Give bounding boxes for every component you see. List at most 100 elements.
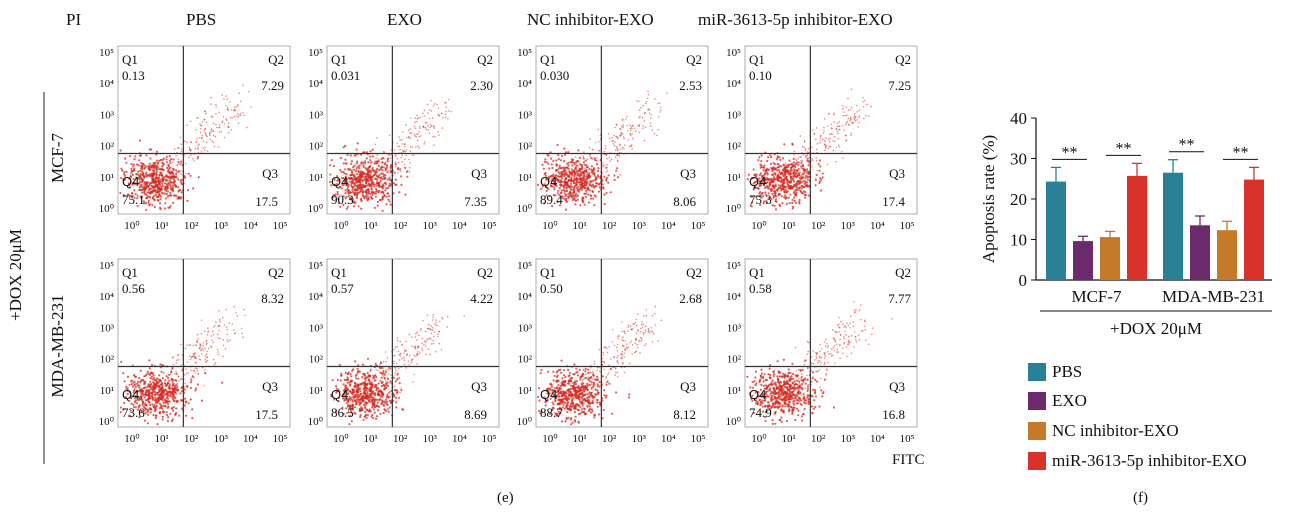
flow-dot [814,184,817,187]
flow-dot [226,328,229,331]
flow-dot [573,410,577,414]
flow-dot [567,416,570,419]
flow-dot [645,314,648,317]
flow-dot [437,335,439,338]
flow-dot [197,144,199,147]
flow-dot [214,362,217,364]
flow-dot [330,184,333,187]
flow-dot [597,167,600,170]
flow-dot [239,114,242,117]
flow-dot [566,181,569,184]
flow-dot [387,198,390,201]
flow-dot [187,402,190,405]
flow-dot [339,156,343,160]
flow-dot [647,93,650,96]
flow-dot [153,376,156,379]
flow-dot [423,115,426,117]
flow-dot [153,173,156,176]
flow-dot [358,164,361,167]
flow-dot [162,157,165,160]
flow-dot [141,390,144,393]
flow-dot [642,104,644,107]
flow-dot [407,169,409,172]
flow-dot [384,410,388,413]
flow-dot [567,175,571,178]
flow-dot [635,130,637,132]
flow-dot [590,185,594,188]
flow-dot [862,96,864,99]
flow-dot [581,389,584,392]
flow-dot [352,368,355,371]
flow-dot [818,169,821,172]
flow-dot [368,185,371,188]
flow-dot [206,356,209,359]
flow-dot [785,202,789,205]
flow-dot [384,167,387,169]
flow-dot [193,160,195,162]
flow-dot [395,396,398,399]
flow-dot [547,180,550,183]
flow-dot [569,423,573,426]
flow-dot [552,159,555,162]
flow-y-tick-label: 10² [309,141,324,153]
flow-dot [448,98,450,101]
flow-dot [372,396,375,400]
flow-dot [397,350,400,353]
flow-dot [438,330,440,333]
flow-dot [364,181,367,185]
flow-dot [558,187,561,190]
flow-dot [171,380,174,383]
flow-dot [574,394,577,397]
flow-dot [621,339,624,341]
flow-dot [571,198,574,202]
flow-dot [164,197,167,200]
flow-dot [180,364,182,366]
flow-dot [241,332,243,335]
flow-dot [432,319,434,321]
flow-dot [200,125,203,127]
flow-dot [631,344,634,346]
column-title-pbs: PBS [186,10,217,29]
flow-dot [592,183,595,186]
flow-dot [591,371,594,373]
flow-dot [166,184,169,187]
flow-x-tick-label: 10² [184,220,199,232]
flow-dot [192,187,195,190]
flow-dot [214,324,216,327]
flow-dot [134,155,137,158]
flow-dot [225,118,227,120]
flow-dot [212,333,215,336]
flow-dot [772,178,775,181]
quadrant-label-q2: Q2 [477,52,493,67]
flow-dot [587,175,590,178]
flow-dot [573,389,577,393]
flow-dot [358,409,361,412]
flow-dot [172,171,174,174]
flow-dot [196,137,198,140]
flow-dot [154,386,157,389]
flow-x-tick-label: 10⁴ [661,220,676,232]
flow-dot [416,114,418,117]
flow-dot [807,170,810,173]
flow-dot [362,165,365,168]
flow-dot [800,167,803,170]
flow-dot [177,171,179,174]
flow-dot [228,126,230,129]
flow-dot [657,340,659,342]
flow-dot [572,189,576,192]
flow-dot [597,128,600,130]
flow-dot [544,174,548,177]
flow-dot [643,120,646,122]
flow-dot [602,408,605,412]
flow-dot [545,186,548,189]
flow-dot [376,401,379,404]
flow-dot [644,329,647,332]
flow-dot [394,161,397,163]
flow-dot [547,154,550,157]
flow-dot [579,187,582,190]
flow-dot [367,192,370,195]
flow-dot [375,369,377,371]
flow-dot [798,186,802,189]
flow-dot [788,186,791,189]
flow-dot [591,386,593,389]
